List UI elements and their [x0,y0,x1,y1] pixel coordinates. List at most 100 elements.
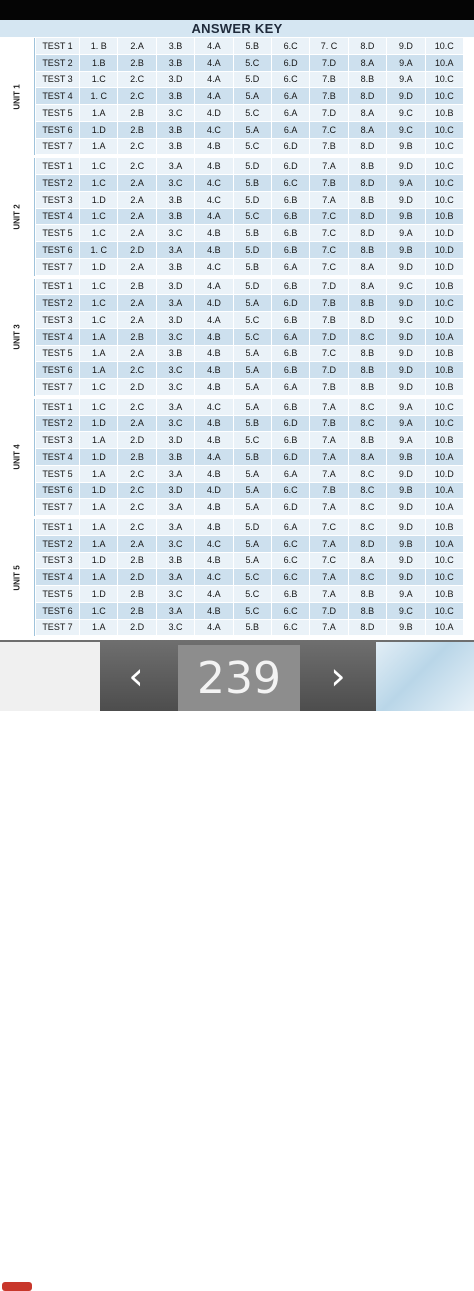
answer-cell: 3.B [156,345,196,363]
answer-cell: 1.A [80,535,119,553]
answer-cell: 6.B [271,586,311,603]
answer-cell: 9.A [387,54,426,72]
test-name-cell: TEST 5 [36,105,80,122]
answer-cell: 9.B [387,619,426,637]
answer-cell: 7.D [310,362,349,379]
answer-cell: 5.B [233,38,272,55]
test-name-cell: TEST 4 [36,569,80,586]
answer-cell: 1.C [80,71,119,89]
answer-cell: 2.C [118,465,157,483]
unit-block: UNIT 2 TEST 1 1.C 2.C 3.A 4.B 5.D 6.D 7.A 8.B 9.D 1… [0,158,474,276]
answer-cell: 5.C [233,312,272,329]
answer-cell: 3.D [156,312,196,329]
answer-cell: 3.C [156,379,196,396]
answer-cell: 8.D [348,535,388,553]
table-row: TEST 2 1.A 2.A 3.C 4.C 5.A 6.C 7.A 8.D 9.B 10.A [36,535,464,553]
answer-cell: 9.D [387,158,426,175]
previous-page-thumbnail[interactable] [0,642,100,1291]
answer-cell: 6.B [271,208,311,226]
answer-cell: 10.A [425,449,464,466]
answer-cell: 4.B [195,519,234,536]
test-name-cell: TEST 6 [36,482,80,500]
next-page-thumbnail[interactable] [376,642,474,711]
answer-cell: 8.B [348,71,388,89]
answer-cell: 7.C [310,519,349,536]
answer-cell: 5.A [233,121,272,139]
answer-cell: 9.D [387,362,426,379]
answer-cell: 1.C [80,398,119,416]
table-row: TEST 2 1.C 2.A 3.C 4.C 5.B 6.C 7.B 8.D 9.A 10.C [36,175,464,192]
answer-cell: 9.A [387,586,426,603]
answer-cell: 10.D [425,225,464,242]
answer-cell: 6.A [271,88,311,105]
answer-cell: 10.A [425,499,464,516]
answer-cell: 5.C [233,569,272,586]
table-row: TEST 2 1.B 2.B 3.B 4.A 5.C 6.D 7.D 8.A 9.A 10.A [36,54,464,72]
test-name-cell: TEST 7 [36,619,80,637]
answer-cell: 2.A [118,175,157,192]
answer-cell: 8.B [348,242,388,259]
answer-cell: 1.C [80,175,119,192]
answer-cell: 10.A [425,54,464,72]
table-row: TEST 3 1.C 2.C 3.D 4.A 5.D 6.C 7.B 8.B 9.A 10.C [36,71,464,89]
answer-cell: 10.B [425,362,464,379]
answer-cell: 1.A [80,619,119,637]
publisher-logo [2,1282,32,1291]
answer-cell: 6.C [271,602,311,620]
answer-cell: 4.C [195,398,234,416]
answer-cell: 5.A [233,295,272,312]
chevron-left-icon[interactable]: ‹ [128,654,144,698]
test-name-cell: TEST 2 [36,535,80,553]
answer-cell: 8.B [348,295,388,312]
answer-cell: 3.B [156,208,196,226]
answer-cell: 2.D [118,619,157,637]
answer-cell: 9.D [387,345,426,363]
answer-cell: 5.C [233,138,272,156]
answer-cell: 3.B [156,138,196,156]
table-row: TEST 5 1.A 2.B 3.C 4.D 5.C 6.A 7.D 8.A 9.C 10.B [36,105,464,122]
table-row: TEST 6 1.D 2.C 3.D 4.D 5.A 6.C 7.B 8.C 9.B 10.A [36,482,464,500]
answer-cell: 9.C [387,278,426,296]
answer-cell: 10.C [425,295,464,312]
table-row: TEST 4 1.D 2.B 3.B 4.A 5.B 6.D 7.A 8.A 9.B 10.A [36,449,464,466]
answer-cell: 7.B [310,138,349,156]
answer-cell: 8.C [348,465,388,483]
answer-cell: 10.C [425,121,464,139]
answer-cell: 3.B [156,54,196,72]
answer-cell: 8.B [348,345,388,363]
answer-cell: 6.C [271,482,311,500]
answer-cell: 2.B [118,121,157,139]
test-name-cell: TEST 1 [36,158,80,175]
answer-cell: 4.C [195,121,234,139]
test-name-cell: TEST 4 [36,208,80,226]
unit-block: UNIT 5 TEST 1 1.A 2.C 3.A 4.B 5.D 6.A 7.C 8.C 9.D 1… [0,519,474,637]
table-row: TEST 3 1.D 2.A 3.B 4.C 5.D 6.B 7.A 8.B 9.D 10.C [36,191,464,209]
answer-cell: 10.A [425,535,464,553]
unit-label-text: UNIT 3 [12,324,22,350]
test-name-cell: TEST 1 [36,278,80,296]
answer-cell: 1.D [80,121,119,139]
unit-label-text: UNIT 5 [12,564,22,591]
answer-cell: 8.C [348,398,388,416]
answer-cell: 3.A [156,499,196,516]
table-row: TEST 1 1.C 2.C 3.A 4.B 5.D 6.D 7.A 8.B 9.D 10.C [36,158,464,175]
answer-cell: 7.B [310,312,349,329]
answer-cell: 3.A [156,295,196,312]
answer-cell: 10.A [425,328,464,346]
table-row: TEST 5 1.A 2.A 3.B 4.B 5.A 6.B 7.C 8.B 9.D 10.B [36,345,464,363]
answer-cell: 5.C [233,54,272,72]
answer-cell: 4.B [195,379,234,396]
test-name-cell: TEST 2 [36,295,80,312]
answer-cell: 7.C [310,258,349,276]
answer-cell: 7.A [310,158,349,175]
answer-cell: 7.A [310,586,349,603]
answer-cell: 10.C [425,138,464,156]
answer-cell: 1.A [80,569,119,586]
answer-cell: 2.A [118,295,157,312]
chevron-right-icon[interactable]: › [330,654,346,698]
unit-label: UNIT 1 [0,38,35,156]
answer-cell: 2.A [118,415,157,433]
answer-cell: 6.A [271,328,311,346]
answer-cell: 5.C [233,105,272,122]
answer-cell: 3.C [156,362,196,379]
